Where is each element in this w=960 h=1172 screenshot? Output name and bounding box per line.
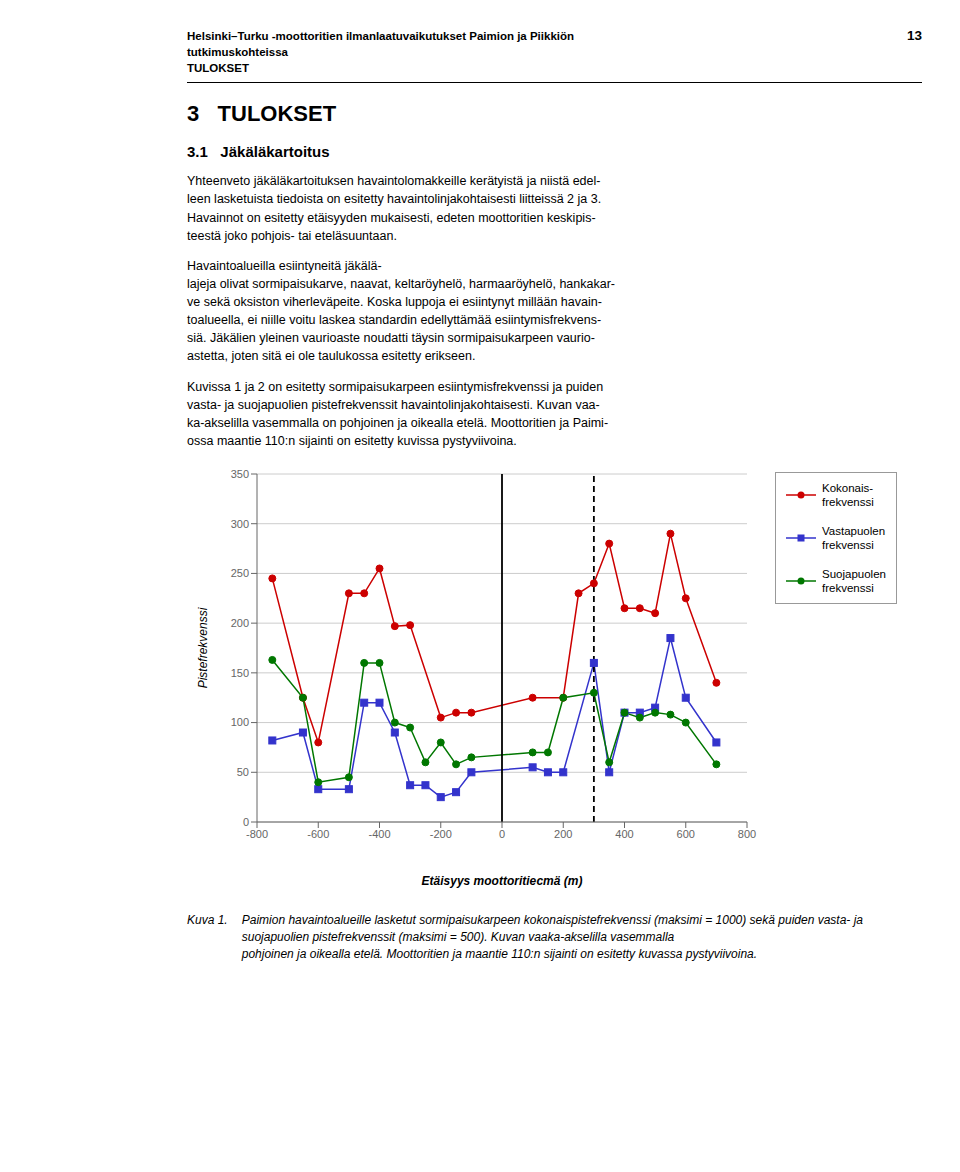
html-text:TULOKSET: TULOKSET	[187, 62, 249, 75]
svg-text:-600: -600	[307, 828, 329, 840]
svg-text:350: 350	[231, 468, 249, 480]
svg-text:0: 0	[499, 828, 505, 840]
svg-text:-400: -400	[368, 828, 390, 840]
html-text:3.1 Jäkäläkartoitus: 3.1 Jäkäläkartoitus	[187, 143, 330, 161]
svg-text:50: 50	[237, 766, 249, 778]
html-text:Suojapuolen frekvenssi: Suojapuolen frekvenssi	[822, 567, 886, 594]
svg-text:400: 400	[615, 828, 633, 840]
html-text:Vastapuolen frekvenssi: Vastapuolen frekvenssi	[822, 524, 886, 552]
svg-text:Etäisyys moottoritiестä (m): Etäisyys moottoritiестä (m)	[422, 874, 583, 888]
svg-text:200: 200	[554, 828, 572, 840]
html-text:tutkimuskohteissa: tutkimuskohteissa	[187, 46, 288, 59]
html-text:3 TULOKSET: 3 TULOKSET	[187, 101, 337, 127]
svg-text:200: 200	[231, 617, 249, 629]
html-text:Yhteenveto jäkäläkartoituksen: Yhteenveto jäkäläkartoituksen havaintolo…	[187, 174, 602, 243]
html-text:Kokonais- frekvenssi: Kokonais- frekvenssi	[822, 482, 874, 509]
svg-text:600: 600	[677, 828, 695, 840]
svg-text:0: 0	[243, 816, 249, 828]
svg-text:-800: -800	[246, 828, 268, 840]
svg-text:100: 100	[231, 717, 249, 729]
svg-text:-200: -200	[430, 828, 452, 840]
html-text:Kuva 1.: Kuva 1.	[187, 913, 228, 927]
svg-text:800: 800	[738, 828, 756, 840]
html-text:13: 13	[907, 28, 922, 43]
html-text:Havaintoalueilla esiintyneitä: Havaintoalueilla esiintyneitä jäkälä- la…	[187, 258, 615, 364]
svg-text:Pistefrekvenssi: Pistefrekvenssi	[196, 607, 210, 688]
html-text:Helsinki–Turku -moottoritien i: Helsinki–Turku -moottoritien ilmanlaatuv…	[187, 30, 574, 42]
svg-text:300: 300	[231, 518, 249, 530]
svg-text:250: 250	[231, 567, 249, 579]
svg-text:150: 150	[231, 667, 249, 679]
html-text:Kuvissa 1 ja 2 on esitetty sor: Kuvissa 1 ja 2 on esitetty sormipaisukar…	[187, 379, 608, 448]
html-text:Paimion havaintoalueille laske: Paimion havaintoalueille lasketut sormip…	[241, 913, 867, 961]
